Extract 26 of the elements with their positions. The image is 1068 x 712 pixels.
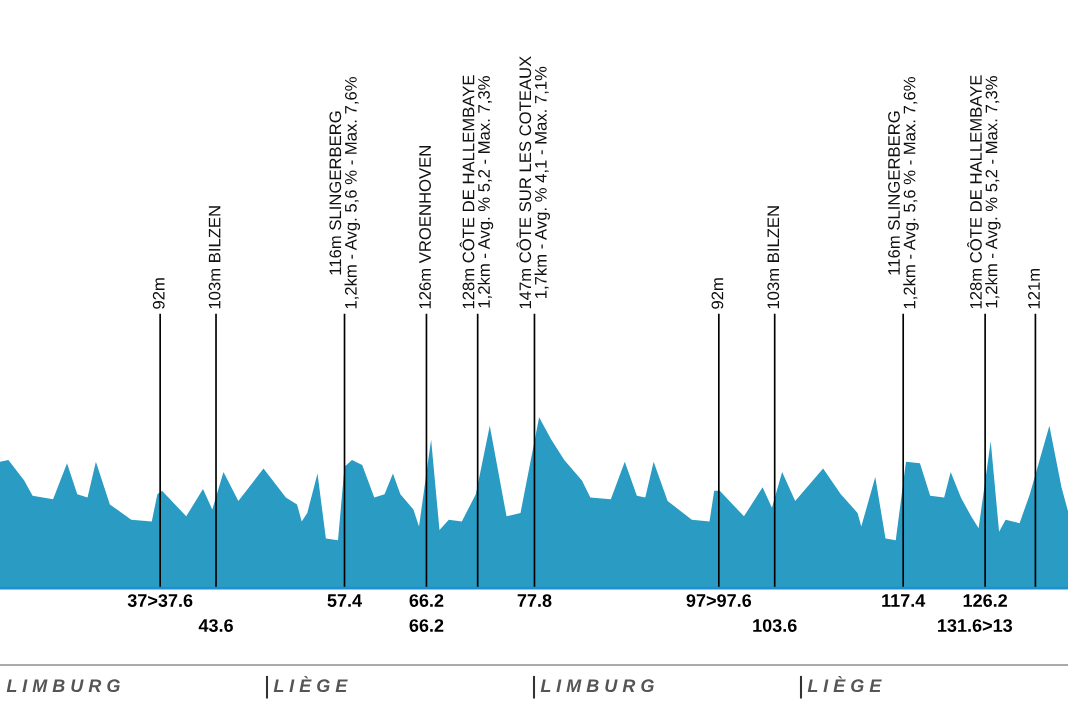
text: L I M B U R G [540, 679, 654, 693]
ref-line-label: 92m [152, 278, 165, 309]
ref-line-label: 121m [1028, 268, 1040, 309]
annotation: 66.2 [409, 619, 444, 632]
x-tick-label: 97>97.6 [686, 594, 752, 607]
ref-line-label: 128m CÔTE DE HALLEMBAYE 1,2km - Avg. % 5,2 - Max. 7,3% [459, 75, 494, 309]
x-tick-label: 57.4 [327, 594, 362, 607]
x-tick-label: 66.2 [409, 594, 444, 607]
ref-line-label: 147m CÔTE SUR LES COTEAUX 1,7km - Avg. % 4,1 - Max. 7,1% [516, 56, 550, 309]
ref-line-label: 116m SLINGERBERG 1,2km - Avg. 5,6 % - Max. 7,6% [888, 77, 919, 309]
text: L I È G E [273, 675, 348, 693]
annotation: 131.6>13 [938, 619, 1013, 632]
text: L I M B U R G [6, 679, 120, 693]
ref-line-label: 126m VROENHOVEN [419, 146, 431, 309]
annotation: 103.6 [753, 619, 797, 632]
x-tick-label: 117.4 [882, 594, 926, 607]
x-tick-label: 37>37.6 [127, 594, 193, 607]
text: L I È G E [807, 675, 882, 693]
ref-line-label: 103m BILZEN [208, 206, 221, 309]
x-tick-label: 77.8 [517, 594, 552, 607]
ref-line-label: 116m SLINGERBERG 1,2km - Avg. 5,6 % - Max. 7,6% [329, 77, 361, 309]
ref-line-label: 92m [711, 278, 724, 309]
x-tick-label: 126.2 [963, 594, 1007, 607]
annotation: 43.6 [198, 619, 233, 632]
ref-line-label: 103m BILZEN [767, 206, 780, 309]
ref-line-label: 128m CÔTE DE HALLEMBAYE 1,2km - Avg. % 5,2 - Max. 7,3% [967, 75, 1001, 309]
